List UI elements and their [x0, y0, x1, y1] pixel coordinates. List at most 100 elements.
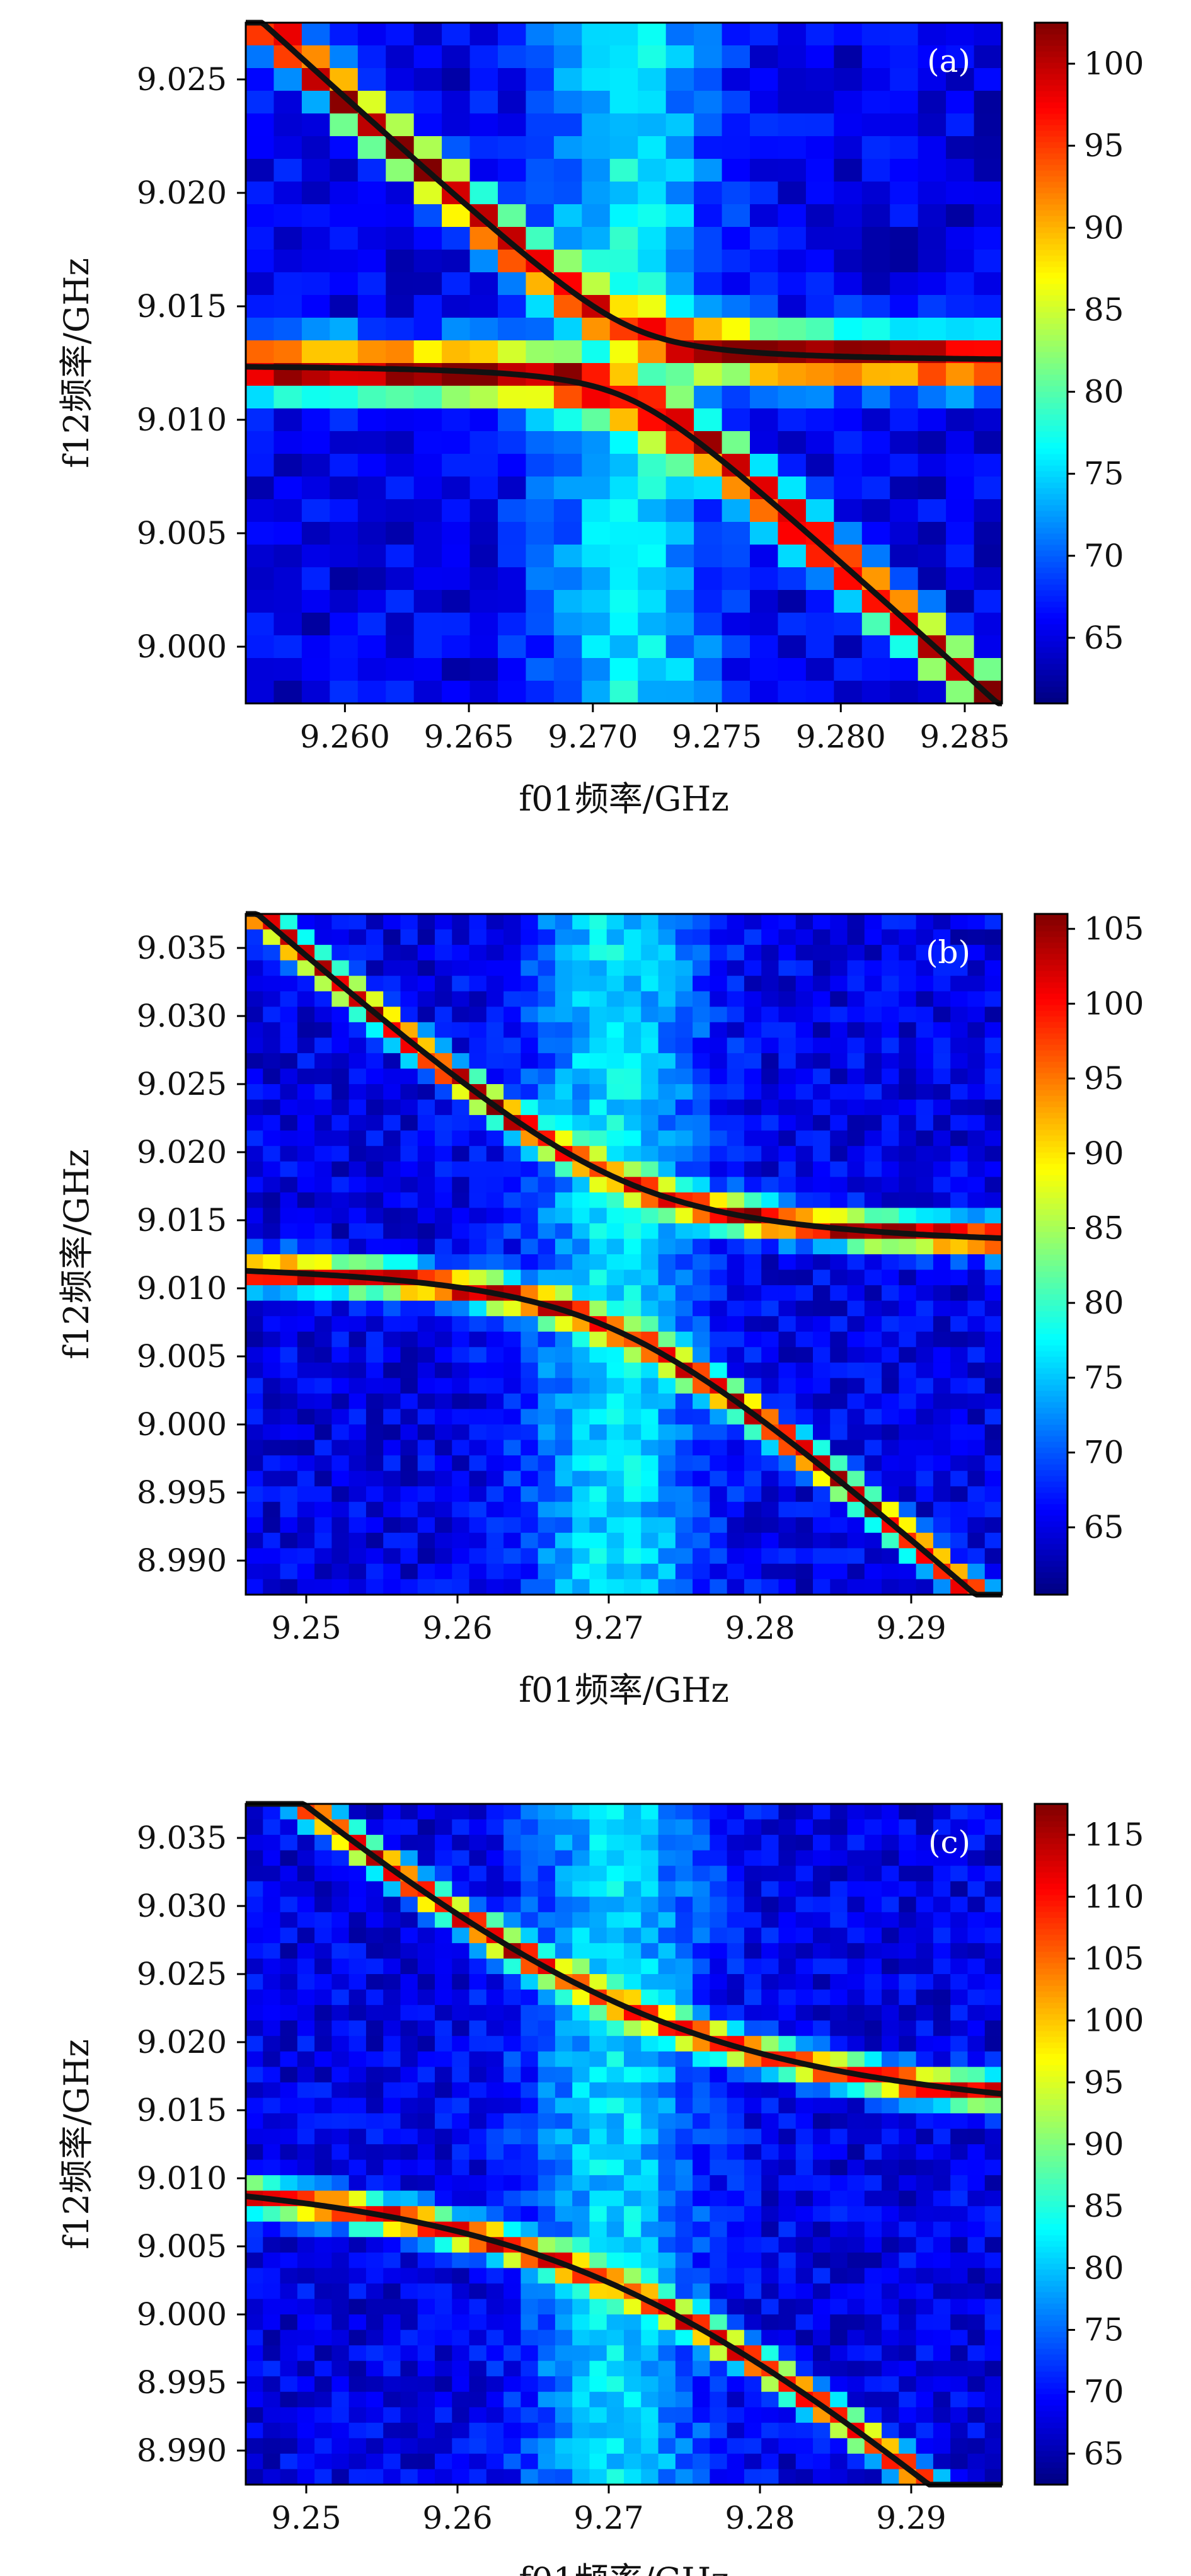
heatmap-cell: [984, 1866, 1003, 1882]
heatmap-cell: [526, 136, 555, 159]
heatmap-cell: [675, 1022, 693, 1038]
heatmap-cell: [761, 2190, 780, 2207]
heatmap-cell: [452, 991, 470, 1007]
heatmap-cell: [555, 1285, 573, 1302]
heatmap-cell: [967, 2407, 986, 2423]
heatmap-cell: [675, 1850, 693, 1866]
heatmap-cell: [710, 1362, 728, 1378]
heatmap-cell: [916, 1378, 934, 1394]
heatmap-cell: [658, 2237, 676, 2253]
heatmap-cell: [486, 2005, 504, 2021]
heatmap-cell: [899, 1146, 917, 1162]
heatmap-cell: [882, 2036, 899, 2052]
heatmap-cell: [795, 1068, 814, 1085]
heatmap-cell: [795, 1300, 814, 1317]
heatmap-cell: [675, 1239, 693, 1255]
heatmap-cell: [246, 91, 275, 114]
heatmap-cell: [246, 1819, 263, 1835]
heatmap-cell: [383, 1347, 401, 1363]
heatmap-cell: [314, 1130, 332, 1146]
heatmap-cell: [864, 2283, 882, 2300]
heatmap-cell: [348, 1239, 367, 1255]
heatmap-cell: [365, 2360, 384, 2377]
heatmap-cell: [555, 945, 573, 961]
heatmap-cell: [413, 91, 442, 114]
heatmap-cell: [555, 2144, 573, 2161]
heatmap-cell: [744, 2098, 762, 2114]
heatmap-cell: [400, 1958, 418, 1975]
heatmap-cell: [297, 1223, 315, 1240]
heatmap-cell: [727, 2376, 745, 2393]
heatmap-cell: [974, 567, 1003, 591]
heatmap-cell: [246, 1053, 263, 1070]
colorbar-segment: [1035, 1050, 1067, 1056]
heatmap-cell: [582, 68, 611, 91]
heatmap-cell: [984, 1517, 1003, 1533]
heatmap-cell: [521, 2190, 539, 2207]
heatmap-cell: [830, 1517, 848, 1533]
heatmap-cell: [486, 1881, 504, 1897]
heatmap-cell: [950, 1989, 969, 2006]
heatmap-cell: [280, 2453, 298, 2470]
heatmap-cell: [710, 1927, 728, 1944]
heatmap-cell: [348, 1943, 367, 1960]
heatmap-cell: [263, 2422, 281, 2439]
heatmap-cell: [280, 1347, 298, 1363]
heatmap-cell: [606, 2113, 624, 2130]
heatmap-cell: [486, 2407, 504, 2423]
heatmap-cell: [882, 1347, 899, 1363]
heatmap-cell: [469, 1037, 487, 1054]
heatmap-cell: [864, 1470, 882, 1487]
colorbar-segment: [1035, 1061, 1067, 1068]
heatmap-cell: [744, 1912, 762, 1928]
heatmap-cell: [555, 2206, 573, 2222]
heatmap-cell: [727, 1022, 745, 1038]
heatmap-cell: [744, 1037, 762, 1054]
heatmap-cell: [572, 1912, 590, 1928]
heatmap-cell: [606, 1866, 624, 1882]
heatmap-cell: [348, 2113, 367, 2130]
colorbar-segment: [1035, 482, 1067, 488]
heatmap-cell: [710, 2469, 728, 2485]
heatmap-cell: [503, 1881, 521, 1897]
heatmap-cell: [280, 2283, 298, 2300]
heatmap-cell: [693, 945, 710, 961]
heatmap-cell: [899, 1285, 917, 1302]
heatmap-cell: [641, 1548, 659, 1564]
colorbar-segment: [1035, 340, 1067, 347]
heatmap-cell: [795, 1192, 814, 1208]
heatmap-cell: [861, 182, 890, 205]
heatmap-cell: [469, 2175, 487, 2192]
heatmap-cell: [834, 318, 863, 341]
heatmap-cell: [365, 976, 384, 992]
heatmap-cell: [761, 2453, 780, 2470]
heatmap-cell: [967, 1501, 986, 1518]
heatmap-cell: [882, 1022, 899, 1038]
heatmap-cell: [365, 1440, 384, 1456]
heatmap-cell: [435, 2422, 452, 2439]
heatmap-cell: [694, 113, 723, 137]
heatmap-cell: [899, 1486, 917, 1503]
heatmap-cell: [675, 2082, 693, 2098]
heatmap-cell: [348, 1022, 367, 1038]
heatmap-cell: [582, 272, 611, 296]
heatmap-cell: [933, 1115, 951, 1131]
heatmap-cell: [331, 1053, 350, 1070]
heatmap-cell: [722, 113, 751, 137]
heatmap-cell: [847, 1393, 865, 1410]
heatmap-cell: [383, 1943, 401, 1960]
heatmap-cell: [864, 1455, 882, 1472]
heatmap-cell: [435, 1223, 452, 1240]
heatmap-cell: [967, 1486, 986, 1503]
heatmap-cell: [830, 2314, 848, 2331]
heatmap-cell: [847, 960, 865, 976]
heatmap-cell: [624, 1084, 642, 1100]
heatmap-cell: [400, 1084, 418, 1100]
heatmap-cell: [486, 960, 504, 976]
heatmap-cell: [435, 1239, 452, 1255]
heatmap-cell: [589, 1943, 607, 1960]
heatmap-cell: [946, 681, 975, 704]
heatmap-cell: [882, 960, 899, 976]
heatmap-cell: [469, 1897, 487, 1913]
heatmap-cell: [984, 1548, 1003, 1564]
